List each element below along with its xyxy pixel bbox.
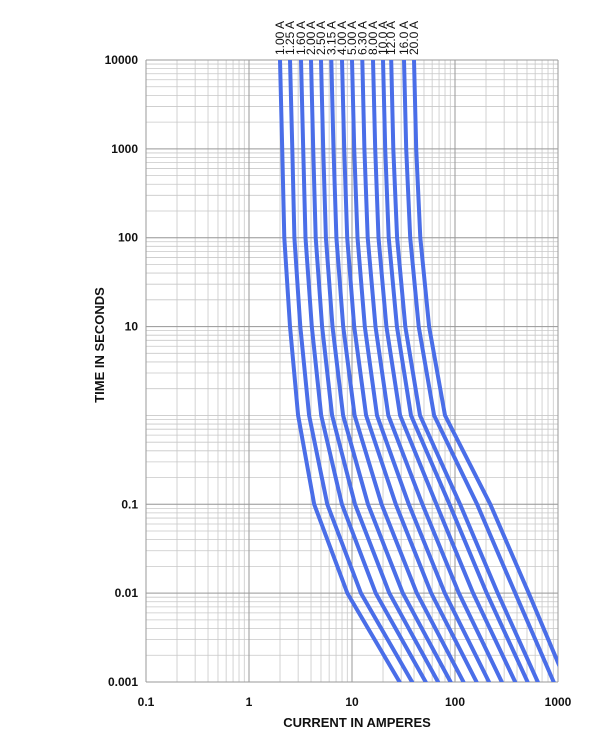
curve: [389, 60, 540, 682]
y-tick-label: 0.001: [108, 675, 138, 689]
curve: [340, 60, 479, 682]
x-axis-label: CURRENT IN AMPERES: [283, 715, 431, 730]
curve: [299, 60, 428, 682]
legend-label: 4.00 A: [335, 21, 349, 55]
legend-label: 12.0 A: [384, 21, 398, 55]
curve: [278, 60, 402, 682]
legend-label: 10.0 A: [376, 21, 390, 55]
legend-label: 6.30 A: [355, 21, 369, 55]
curve: [309, 60, 441, 682]
x-tick-label: 100: [445, 695, 465, 709]
legend-label: 8.00 A: [366, 21, 380, 55]
y-tick-label: 0.01: [115, 586, 139, 600]
legend-label: 2.00 A: [304, 21, 318, 55]
curve: [288, 60, 415, 682]
x-tick-label: 10: [345, 695, 359, 709]
labels: 0.1 1 10 100 1000 0.001 0.01 0.1 10 100 1000 10000 1…: [105, 21, 572, 709]
x-tick-label: 0.1: [138, 695, 155, 709]
curve: [381, 60, 530, 682]
x-tick-label: 1: [246, 695, 253, 709]
y-tick-label: 10000: [105, 53, 139, 67]
legend-label: 1.00 A: [273, 21, 287, 55]
y-tick-label: 0.1: [121, 497, 138, 511]
legend-label: 20.0 A: [407, 21, 421, 55]
curve: [319, 60, 453, 682]
y-axis-label: TIME IN SECONDS: [92, 287, 107, 403]
curve: [329, 60, 466, 682]
legend-label: 3.15 A: [324, 21, 338, 55]
curve: [350, 60, 491, 682]
y-tick-label: 10: [125, 320, 139, 334]
legend-label: 1.60 A: [294, 21, 308, 55]
y-tick-label: 100: [118, 231, 138, 245]
curves: [278, 60, 558, 682]
curve: [412, 60, 558, 668]
curve: [371, 60, 518, 682]
legend-label: 16.0 A: [397, 21, 411, 55]
curve: [402, 60, 556, 682]
curve: [360, 60, 504, 682]
y-tick-label: 1000: [111, 142, 138, 156]
legend-label: 2.50 A: [314, 21, 328, 55]
legend-label: 5.00 A: [345, 21, 359, 55]
x-tick-label: 1000: [545, 695, 572, 709]
legend-label: 1.25 A: [283, 21, 297, 55]
